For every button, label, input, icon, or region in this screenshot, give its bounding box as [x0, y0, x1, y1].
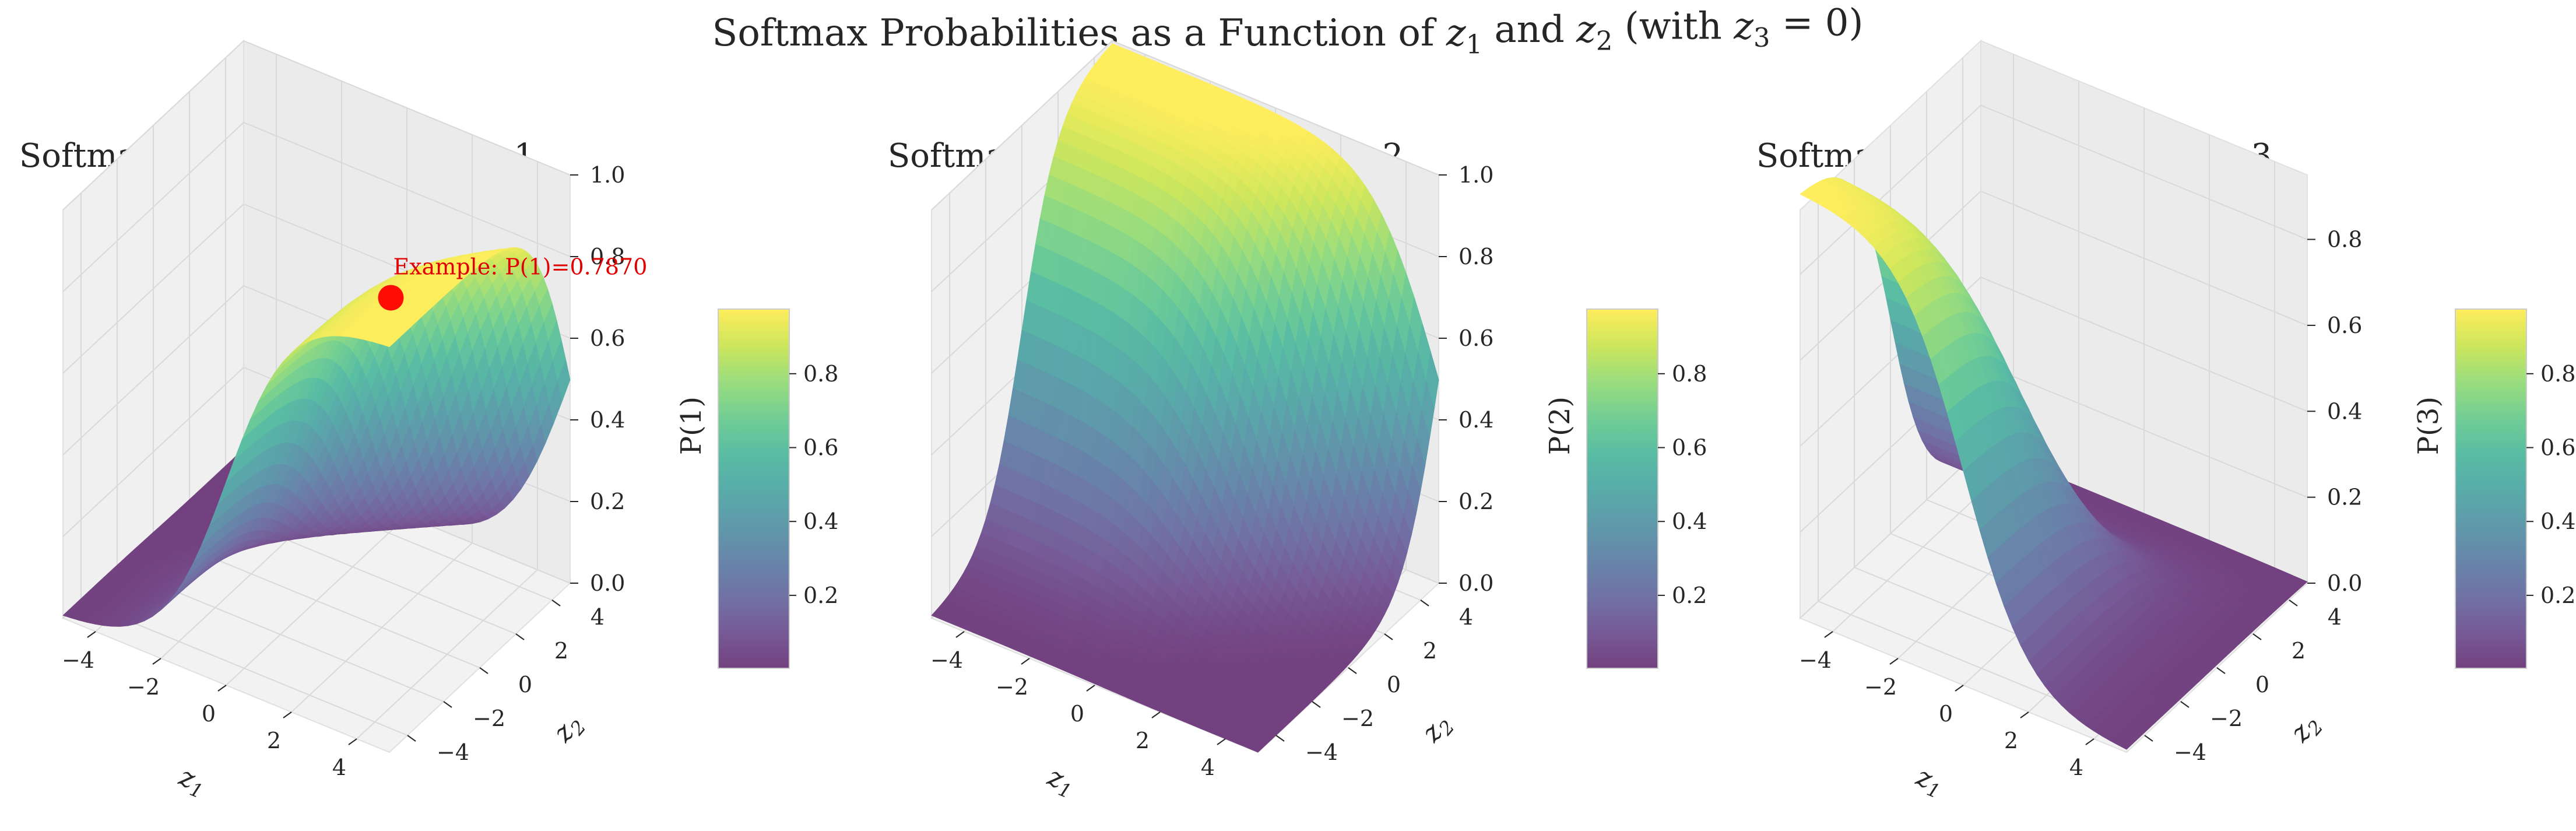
y-axis-label: z2​ — [1415, 707, 1459, 751]
z-tick-label: 0.2 — [2327, 485, 2362, 510]
z-tick-label: 0.8 — [590, 244, 625, 269]
x-tick-label: −2 — [1864, 674, 1897, 700]
colorbar-label: P(3) — [2412, 397, 2445, 455]
y-tick-label: −2 — [2210, 706, 2243, 731]
colorbar-label: P(1) — [675, 397, 708, 455]
y-tick-label: −4 — [437, 739, 469, 765]
subplot-2: Softmax Probability for Class 2−4−2024z1… — [888, 39, 1707, 803]
colorbar-tick-label: 0.2 — [803, 583, 838, 608]
x-tick-label: 4 — [2069, 755, 2083, 780]
z-tick-label: 0.4 — [1459, 407, 1493, 433]
y-tick-label: −2 — [473, 706, 505, 731]
x-tick-label: −2 — [996, 674, 1028, 700]
example-annotation: Example: P(1)=0.7870 — [378, 254, 648, 311]
z-tick-label: 0.0 — [590, 570, 625, 596]
example-point — [378, 285, 404, 311]
x-axis-label: z1​ — [1910, 760, 1948, 802]
colorbar-tick-label: 0.4 — [2540, 509, 2575, 534]
z-tick-label: 0.2 — [1459, 489, 1493, 514]
x-tick-label: 2 — [2004, 728, 2018, 753]
colorbar-tick-label: 0.6 — [1672, 435, 1707, 461]
colorbar-tick-label: 0.2 — [1672, 583, 1707, 608]
x-tick-label: 4 — [1201, 755, 1215, 780]
y-tick-label: 4 — [1459, 604, 1473, 630]
y-tick-label: 4 — [2328, 604, 2342, 630]
colorbar-tick-label: 0.6 — [803, 435, 838, 461]
y-axis: −4−2 024 z2​ — [1275, 599, 1473, 765]
z-tick-label: 0.4 — [590, 407, 625, 433]
z-tick-label: 0.8 — [1459, 244, 1493, 269]
colorbar-tick-label: 0.6 — [2540, 435, 2575, 461]
surface — [931, 43, 1439, 753]
colorbar: 0.2 0.4 0.6 0.8 P(1) — [675, 308, 838, 669]
colorbar-tick-label: 0.4 — [803, 509, 838, 534]
z-tick-label: 0.6 — [1459, 325, 1493, 351]
z-tick-label: 0.8 — [2327, 227, 2362, 253]
colorbar-tick-label: 0.2 — [2540, 583, 2575, 608]
colorbar-label: P(2) — [1544, 397, 1576, 455]
y-tick-label: −4 — [1305, 739, 1338, 765]
x-tick-label: 0 — [1939, 701, 1953, 727]
example-label: Example: P(1)=0.7870 — [393, 254, 648, 280]
colorbar-tick-label: 0.4 — [1672, 509, 1707, 534]
colorbar: 0.2 0.4 0.6 0.8 P(3) — [2412, 308, 2575, 669]
figure-title: Softmax Probabilities as a Function of z… — [712, 2, 1864, 60]
y-tick-label: 2 — [554, 638, 568, 664]
surface — [62, 247, 571, 627]
subplot-1: Softmax Probability for Class 1−4−2024z1… — [19, 39, 838, 803]
z-axis: 0.0 0.2 0.4 0.6 0.8 — [2307, 227, 2362, 596]
x-tick-label: 2 — [1136, 728, 1150, 753]
z-tick-label: 0.2 — [590, 489, 625, 514]
colorbar: 0.2 0.4 0.6 0.8 P(2) — [1544, 308, 1707, 669]
colorbar-gradient — [2455, 308, 2527, 669]
x-tick-label: −2 — [127, 674, 160, 700]
z-tick-label: 0.0 — [1459, 570, 1493, 596]
y-tick-label: 0 — [1387, 672, 1401, 697]
y-tick-label: 2 — [1423, 638, 1437, 664]
z-axis: 0.0 0.2 0.4 0.6 0.8 1.0 — [570, 162, 625, 596]
z-tick-label: 0.4 — [2327, 398, 2362, 424]
x-tick-label: 2 — [267, 728, 281, 753]
x-axis-label: z1​ — [173, 760, 211, 802]
z-tick-label: 0.0 — [2327, 570, 2362, 596]
y-tick-label: 0 — [2255, 672, 2269, 697]
x-tick-label: −4 — [930, 647, 963, 673]
z-tick-label: 0.6 — [590, 325, 625, 351]
x-axis-label: z1​ — [1042, 760, 1080, 802]
x-tick-label: 0 — [202, 701, 216, 727]
y-axis-label: z2​ — [546, 707, 591, 751]
colorbar-gradient — [1586, 308, 1658, 669]
y-axis-label: z2​ — [2283, 707, 2328, 751]
z-tick-label: 0.6 — [2327, 313, 2362, 338]
subplot-3: Softmax Probability for Class 3−4−2024z1… — [1756, 39, 2575, 803]
colorbar-tick-label: 0.8 — [803, 361, 838, 387]
y-tick-label: −4 — [2174, 739, 2206, 765]
x-tick-label: 4 — [332, 755, 346, 780]
y-tick-label: −2 — [1341, 706, 1374, 731]
colorbar-tick-label: 0.8 — [1672, 361, 1707, 387]
surface — [1800, 177, 2308, 750]
y-tick-label: 0 — [518, 672, 532, 697]
x-tick-label: −4 — [62, 647, 94, 673]
x-tick-label: −4 — [1799, 647, 1832, 673]
z-tick-label: 1.0 — [590, 162, 625, 188]
y-axis: −4−2 024 z2​ — [2144, 599, 2342, 765]
z-axis: 0.0 0.2 0.4 0.6 0.8 1.0 — [1439, 162, 1493, 596]
x-tick-label: 0 — [1070, 701, 1084, 727]
y-tick-label: 4 — [591, 604, 605, 630]
colorbar-gradient — [718, 308, 790, 669]
x-axis: −4 −2 0 2 4 z1​ — [930, 631, 1226, 803]
y-tick-label: 2 — [2292, 638, 2306, 664]
colorbar-tick-label: 0.8 — [2540, 361, 2575, 387]
z-tick-label: 1.0 — [1459, 162, 1493, 188]
